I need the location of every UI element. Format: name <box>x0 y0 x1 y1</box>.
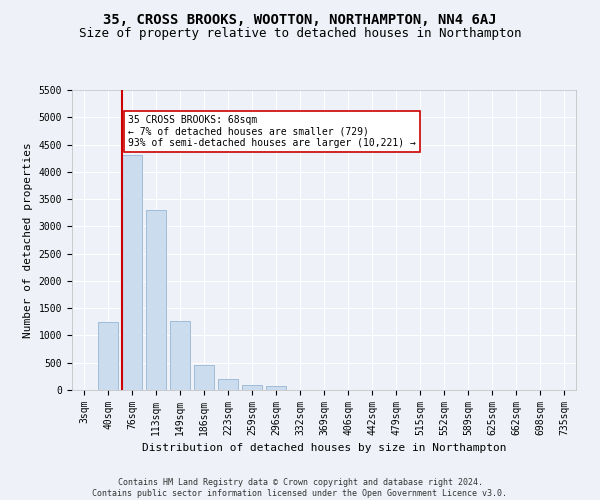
X-axis label: Distribution of detached houses by size in Northampton: Distribution of detached houses by size … <box>142 444 506 454</box>
Bar <box>170 320 190 390</box>
Bar <box>218 379 238 390</box>
Text: 35 CROSS BROOKS: 68sqm
← 7% of detached houses are smaller (729)
93% of semi-det: 35 CROSS BROOKS: 68sqm ← 7% of detached … <box>128 114 416 148</box>
Bar <box>242 384 262 390</box>
Text: 35, CROSS BROOKS, WOOTTON, NORTHAMPTON, NN4 6AJ: 35, CROSS BROOKS, WOOTTON, NORTHAMPTON, … <box>103 12 497 26</box>
Bar <box>266 386 286 390</box>
Text: Contains HM Land Registry data © Crown copyright and database right 2024.
Contai: Contains HM Land Registry data © Crown c… <box>92 478 508 498</box>
Bar <box>122 156 142 390</box>
Bar <box>98 322 118 390</box>
Y-axis label: Number of detached properties: Number of detached properties <box>23 142 33 338</box>
Bar <box>194 366 214 390</box>
Bar <box>146 210 166 390</box>
Text: Size of property relative to detached houses in Northampton: Size of property relative to detached ho… <box>79 28 521 40</box>
